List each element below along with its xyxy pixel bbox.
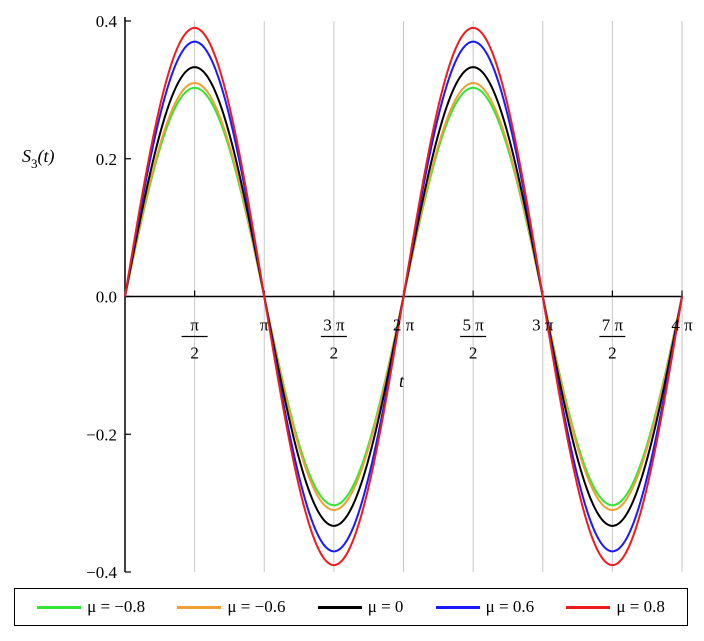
x-tick-denominator-0: 2: [190, 344, 199, 363]
x-tick-denominator-2: 2: [330, 344, 339, 363]
y-tick-label-1: 0.2: [96, 150, 117, 169]
legend-swatch-1: [177, 605, 222, 609]
y-tick-label-0: 0.4: [96, 12, 118, 31]
x-tick-label-0: π: [190, 316, 199, 335]
x-tick-label-1: π: [260, 316, 269, 335]
legend-item-0: μ = −0.8: [37, 597, 145, 617]
legend-item-4: μ = 0.8: [566, 597, 665, 617]
x-tick-label-4: 5 π: [462, 316, 484, 335]
x-tick-label-5: 3 π: [532, 316, 554, 335]
x-tick-label-2: 3 π: [323, 316, 345, 335]
legend: μ = −0.8 μ = −0.6 μ = 0 μ = 0.6 μ = 0.8: [14, 588, 688, 626]
y-tick-label-4: −0.4: [86, 563, 117, 582]
legend-label-3: μ = 0.6: [485, 597, 535, 616]
legend-item-2: μ = 0: [317, 597, 404, 617]
chart-plot: π 2 π 3 π 2 2 π 5 π 2 3 π 7 π 2 4 π 0.4 0.2 0.0 −0.2 −0…: [22, 12, 693, 582]
x-axis-label: t: [399, 371, 405, 391]
series-lines: [124, 26, 683, 567]
series-line-4: [124, 26, 683, 567]
legend-label-4: μ = 0.8: [616, 597, 665, 616]
x-tick-label-7: 4 π: [671, 316, 693, 335]
legend-label-1: μ = −0.6: [227, 597, 286, 616]
legend-swatch-3: [435, 605, 480, 609]
y-axis-label: S3(t): [22, 146, 55, 171]
legend-item-3: μ = 0.6: [435, 597, 535, 617]
x-tick-label-6: 7 π: [602, 316, 624, 335]
y-tick-label-3: −0.2: [86, 425, 117, 444]
y-tick-label-2: 0.0: [96, 288, 117, 307]
y-tick-labels: 0.4 0.2 0.0 −0.2 −0.4: [86, 12, 117, 582]
legend-swatch-2: [317, 605, 362, 609]
legend-label-0: μ = −0.8: [87, 597, 146, 616]
legend-swatch-0: [37, 605, 82, 609]
x-tick-label-3: 2 π: [393, 316, 415, 335]
legend-swatch-4: [566, 605, 611, 609]
legend-item-1: μ = −0.6: [177, 597, 285, 617]
x-tick-labels: π 2 π 3 π 2 2 π 5 π 2 3 π 7 π 2 4 π: [181, 316, 693, 363]
x-tick-denominator-6: 2: [608, 344, 617, 363]
x-tick-denominator-4: 2: [469, 344, 478, 363]
legend-label-2: μ = 0: [367, 597, 404, 616]
